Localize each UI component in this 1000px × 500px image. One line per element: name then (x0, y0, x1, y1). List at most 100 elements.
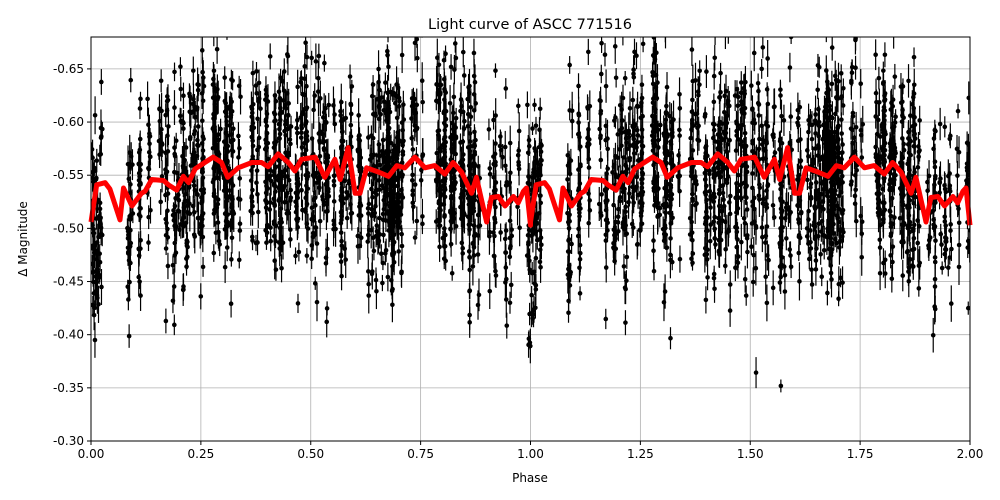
data-point (507, 235, 513, 241)
data-point (617, 127, 623, 133)
data-point (859, 254, 865, 260)
data-point (933, 238, 938, 243)
data-point (687, 215, 693, 221)
data-point (128, 77, 134, 83)
data-point (460, 251, 466, 256)
data-point (690, 148, 696, 153)
data-point (214, 46, 220, 52)
data-point (639, 150, 645, 156)
data-point (752, 120, 758, 126)
data-point (437, 146, 443, 152)
data-point (200, 118, 205, 124)
data-point (602, 52, 608, 57)
data-point (370, 135, 376, 141)
data-point (184, 238, 190, 243)
data-point (859, 231, 865, 237)
data-point (676, 153, 681, 158)
data-point (163, 192, 168, 198)
data-point (695, 137, 700, 143)
data-point (624, 170, 629, 176)
data-point (173, 195, 178, 201)
data-point (237, 197, 243, 202)
data-point (493, 268, 498, 274)
data-point (470, 264, 476, 269)
data-point (171, 284, 177, 289)
data-point (752, 219, 757, 225)
data-point (356, 113, 361, 118)
data-point (255, 209, 261, 215)
data-point (138, 180, 143, 186)
data-point (795, 138, 801, 144)
data-point (316, 177, 322, 182)
data-point (98, 151, 104, 157)
data-point (355, 233, 361, 239)
data-point (533, 255, 539, 261)
data-point (911, 226, 916, 232)
data-point (148, 207, 153, 213)
data-point (517, 225, 522, 230)
data-point (418, 177, 424, 183)
data-point (858, 127, 864, 133)
data-point (173, 224, 178, 229)
data-point (577, 181, 583, 186)
data-point (314, 299, 320, 305)
data-point (703, 189, 709, 195)
data-point (887, 154, 892, 160)
data-point (617, 102, 623, 108)
data-point (808, 114, 813, 119)
data-point (212, 162, 218, 167)
scatter-points (91, 37, 970, 393)
data-point (136, 274, 142, 280)
data-point (658, 122, 663, 128)
data-point (356, 213, 362, 218)
data-point (343, 257, 348, 262)
data-point (605, 220, 610, 225)
data-point (318, 96, 323, 101)
data-point (603, 232, 609, 238)
data-point (187, 136, 193, 142)
data-point (623, 320, 628, 325)
data-point (603, 123, 609, 129)
data-point (796, 220, 802, 226)
data-point (254, 168, 260, 173)
data-point (765, 56, 770, 61)
data-point (850, 127, 855, 133)
data-point (365, 269, 371, 274)
data-point (172, 69, 177, 75)
data-point (293, 199, 298, 205)
data-point (472, 233, 477, 238)
data-point (638, 115, 644, 120)
data-point (911, 94, 916, 100)
data-point (94, 158, 100, 163)
data-point (750, 185, 755, 191)
data-point (178, 118, 184, 124)
data-point (177, 113, 183, 119)
data-point (818, 251, 823, 257)
data-point (138, 293, 143, 298)
data-point (825, 290, 830, 296)
data-point (624, 254, 630, 260)
data-point (451, 94, 457, 100)
data-point (213, 107, 218, 112)
data-point (277, 196, 282, 201)
data-point (172, 105, 177, 110)
data-point (797, 279, 802, 284)
data-point (137, 205, 143, 211)
data-point (596, 201, 602, 207)
data-point (704, 251, 710, 257)
data-point (472, 162, 478, 168)
data-point (272, 203, 278, 209)
data-point (764, 300, 770, 306)
data-point (916, 286, 922, 291)
data-point (191, 232, 197, 238)
data-point (677, 256, 683, 262)
data-point (366, 201, 372, 207)
data-point (640, 41, 646, 47)
data-point (956, 264, 962, 270)
data-point (734, 86, 740, 92)
data-point (677, 188, 682, 194)
data-point (736, 172, 741, 178)
data-point (170, 262, 176, 268)
data-point (177, 227, 182, 233)
data-point (412, 235, 418, 240)
